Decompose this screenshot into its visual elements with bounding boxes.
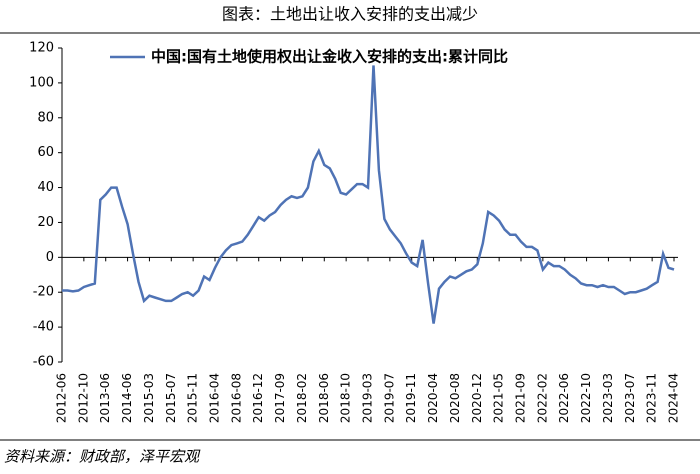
x-tick-label: 2020-12 xyxy=(470,373,484,423)
x-tick-label: 2012-06 xyxy=(55,373,69,423)
x-tick-label: 2015-07 xyxy=(164,373,178,423)
x-tick-label: 2018-10 xyxy=(339,373,353,423)
x-tick-label: 2024-04 xyxy=(667,373,681,423)
y-tick-label: 60 xyxy=(37,145,54,160)
x-tick-label: 2018-06 xyxy=(317,373,331,423)
source-note: 资料来源：财政部，泽平宏观 xyxy=(4,448,201,466)
x-tick-label: 2018-02 xyxy=(295,373,309,423)
x-tick-label: 2016-12 xyxy=(251,373,265,423)
x-tick-label: 2013-06 xyxy=(98,373,112,423)
chart-title: 图表：土地出让收入安排的支出减少 xyxy=(222,5,478,24)
y-tick-label: -20 xyxy=(33,285,54,300)
x-tick-label: 2016-04 xyxy=(208,373,222,423)
x-tick-label: 2019-11 xyxy=(404,373,418,423)
x-tick-label: 2022-02 xyxy=(535,373,549,423)
x-tick-label: 2015-11 xyxy=(186,373,200,423)
x-tick-label: 2015-03 xyxy=(142,373,156,423)
x-tick-label: 2012-10 xyxy=(76,373,90,423)
x-tick-label: 2017-09 xyxy=(273,373,287,423)
x-tick-label: 2021-05 xyxy=(492,373,506,423)
y-tick-label: 120 xyxy=(29,41,54,56)
x-tick-label: 2023-11 xyxy=(645,373,659,423)
x-tick-label: 2019-03 xyxy=(361,373,375,423)
x-tick-label: 2014-06 xyxy=(120,373,134,423)
x-tick-label: 2021-09 xyxy=(514,373,528,423)
x-tick-label: 2016-08 xyxy=(229,373,243,423)
y-tick-label: -40 xyxy=(33,320,54,335)
x-tick-label: 2023-07 xyxy=(623,373,637,423)
x-tick-label: 2020-08 xyxy=(448,373,462,423)
y-tick-label: 0 xyxy=(46,250,54,265)
y-tick-label: -60 xyxy=(33,355,54,370)
legend-label: 中国:国有土地使用权出让金收入安排的支出:累计同比 xyxy=(151,48,508,66)
y-tick-label: 100 xyxy=(29,75,54,90)
x-tick-label: 2022-06 xyxy=(557,373,571,423)
y-tick-label: 20 xyxy=(37,215,54,230)
x-tick-label: 2023-03 xyxy=(601,373,615,423)
series-line xyxy=(62,65,675,324)
x-tick-label: 2020-04 xyxy=(426,373,440,423)
y-tick-label: 40 xyxy=(37,180,54,195)
x-tick-label: 2019-07 xyxy=(382,373,396,423)
y-tick-label: 80 xyxy=(37,110,54,125)
x-tick-label: 2022-10 xyxy=(579,373,593,423)
